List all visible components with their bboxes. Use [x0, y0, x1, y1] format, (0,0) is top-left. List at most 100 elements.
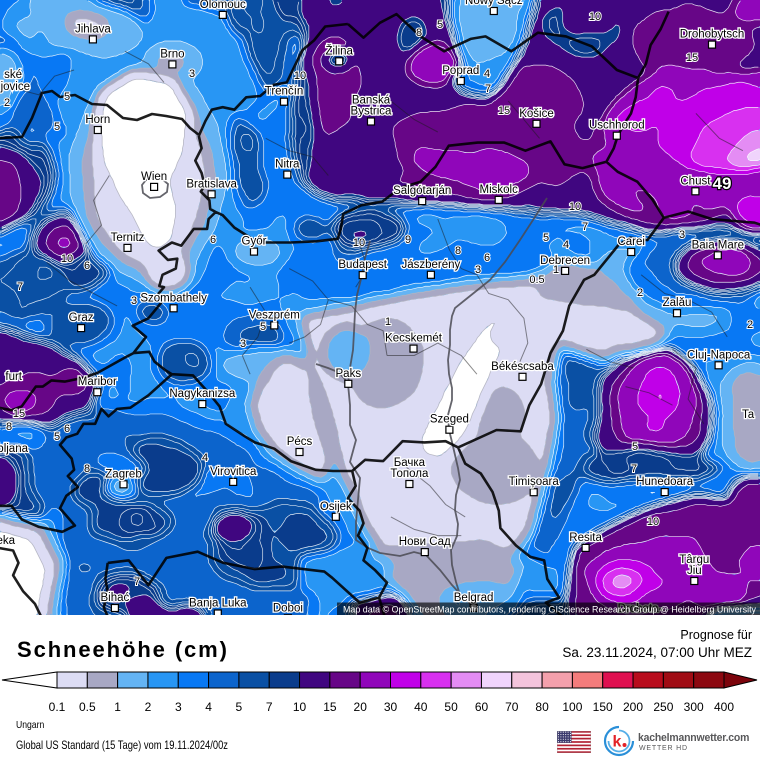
svg-text:7: 7: [266, 700, 273, 714]
svg-text:9: 9: [405, 234, 411, 246]
svg-text:3: 3: [175, 700, 182, 714]
svg-text:eka: eka: [0, 535, 16, 547]
svg-text:15: 15: [13, 408, 25, 420]
svg-text:Banja Luka: Banja Luka: [189, 598, 247, 610]
svg-text:Szombathely: Szombathely: [140, 292, 207, 304]
svg-text:2: 2: [145, 700, 152, 714]
svg-text:1: 1: [114, 700, 121, 714]
svg-text:5: 5: [260, 321, 266, 333]
svg-text:Baia Mare: Baia Mare: [692, 239, 744, 251]
svg-text:Бачка: Бачка: [394, 457, 426, 469]
svg-text:Map data © OpenStreetMap contr: Map data © OpenStreetMap contributors, r…: [343, 605, 756, 616]
svg-text:5: 5: [632, 441, 638, 453]
svg-text:Jihlava: Jihlava: [75, 23, 111, 35]
svg-text:Zalău: Zalău: [663, 297, 692, 309]
svg-text:Békéscsaba: Békéscsaba: [491, 361, 554, 373]
svg-text:Uschhorod: Uschhorod: [589, 120, 645, 132]
svg-text:2: 2: [637, 287, 643, 299]
svg-text:Belgrad: Belgrad: [454, 592, 494, 604]
svg-text:Doboi: Doboi: [273, 602, 303, 614]
svg-text:49: 49: [713, 174, 732, 193]
svg-text:6: 6: [484, 252, 490, 264]
svg-text:Maribor: Maribor: [78, 376, 117, 388]
svg-text:Zagreb: Zagreb: [105, 468, 141, 480]
svg-text:Cluj-Napoca: Cluj-Napoca: [687, 349, 751, 361]
svg-text:k: k: [613, 734, 622, 751]
svg-text:Târgu: Târgu: [679, 554, 709, 566]
svg-text:5: 5: [54, 121, 60, 133]
svg-text:Žilina: Žilina: [325, 44, 353, 57]
svg-text:15: 15: [686, 52, 698, 64]
svg-text:6: 6: [64, 423, 70, 435]
svg-text:5: 5: [54, 431, 60, 443]
svg-text:2: 2: [4, 97, 10, 109]
svg-text:Horn: Horn: [85, 114, 110, 126]
svg-text:ské: ské: [4, 69, 22, 81]
svg-text:10: 10: [647, 516, 659, 528]
svg-text:Olomouc: Olomouc: [200, 0, 246, 11]
svg-text:8: 8: [416, 27, 422, 39]
svg-text:Wien: Wien: [141, 171, 167, 183]
svg-text:30: 30: [384, 700, 398, 714]
svg-text:1: 1: [553, 264, 559, 276]
svg-text:60: 60: [475, 700, 489, 714]
svg-text:4: 4: [205, 700, 212, 714]
svg-text:300: 300: [684, 700, 704, 714]
svg-text:Chust: Chust: [680, 175, 711, 187]
svg-text:10: 10: [569, 201, 581, 213]
svg-text:Trenčín: Trenčín: [265, 86, 304, 98]
svg-text:3: 3: [475, 264, 481, 276]
svg-text:0.1: 0.1: [49, 700, 66, 714]
svg-text:4: 4: [484, 68, 490, 80]
svg-text:8: 8: [455, 245, 461, 257]
svg-text:Топола: Топола: [390, 468, 429, 480]
svg-text:3: 3: [189, 68, 195, 80]
svg-text:Pécs: Pécs: [287, 436, 313, 448]
svg-text:Nagykanizsa: Nagykanizsa: [169, 388, 235, 400]
svg-text:1: 1: [385, 316, 391, 328]
svg-text:200: 200: [623, 700, 643, 714]
svg-text:70: 70: [505, 700, 519, 714]
svg-text:0.5: 0.5: [529, 274, 544, 286]
svg-text:Jászberény: Jászberény: [401, 259, 460, 271]
svg-text:Košice: Košice: [519, 108, 554, 120]
svg-text:2: 2: [747, 319, 753, 331]
svg-text:0.5: 0.5: [79, 700, 96, 714]
svg-text:10: 10: [61, 253, 73, 265]
svg-text:Banská: Banská: [352, 95, 391, 107]
svg-text:Drohobytsch: Drohobytsch: [680, 29, 745, 41]
svg-text:Brno: Brno: [160, 48, 184, 60]
svg-text:Hunedoara: Hunedoara: [636, 476, 694, 488]
svg-text:6: 6: [210, 234, 216, 246]
svg-text:Debrecen: Debrecen: [540, 255, 590, 267]
svg-text:6: 6: [84, 260, 90, 272]
svg-text:20: 20: [354, 700, 368, 714]
svg-text:5: 5: [437, 19, 443, 31]
svg-text:Miskolc: Miskolc: [480, 184, 519, 196]
svg-text:7: 7: [17, 281, 23, 293]
svg-text:7: 7: [134, 576, 140, 588]
svg-text:100: 100: [562, 700, 582, 714]
svg-text:8: 8: [84, 463, 90, 475]
svg-text:5: 5: [543, 232, 549, 244]
svg-text:Ternitz: Ternitz: [111, 232, 145, 244]
svg-text:10: 10: [353, 237, 365, 249]
svg-text:150: 150: [593, 700, 613, 714]
svg-text:Нови Сад: Нови Сад: [399, 536, 451, 548]
svg-text:4: 4: [202, 452, 208, 464]
svg-text:Nitra: Nitra: [275, 159, 300, 171]
svg-text:50: 50: [444, 700, 458, 714]
svg-text:40: 40: [414, 700, 428, 714]
svg-text:Bihać: Bihać: [101, 592, 130, 604]
svg-text:15: 15: [323, 700, 337, 714]
svg-text:Paks: Paks: [336, 368, 362, 380]
svg-text:Poprad: Poprad: [442, 65, 479, 77]
svg-text:Virovitica: Virovitica: [210, 466, 257, 478]
svg-text:10: 10: [294, 70, 306, 82]
svg-text:15: 15: [498, 105, 510, 117]
svg-text:5: 5: [64, 91, 70, 103]
svg-text:250: 250: [653, 700, 673, 714]
svg-text:10: 10: [293, 700, 307, 714]
svg-text:Győr: Győr: [242, 236, 267, 248]
svg-text:Timișoara: Timișoara: [509, 476, 560, 488]
